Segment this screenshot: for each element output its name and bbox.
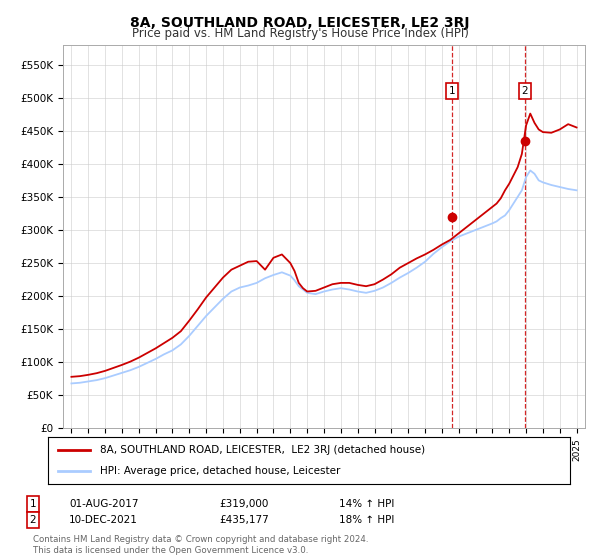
Text: 18% ↑ HPI: 18% ↑ HPI bbox=[339, 515, 394, 525]
Text: 2: 2 bbox=[522, 86, 529, 96]
Text: 10-DEC-2021: 10-DEC-2021 bbox=[69, 515, 138, 525]
Text: £319,000: £319,000 bbox=[219, 499, 268, 509]
Text: 1: 1 bbox=[449, 86, 455, 96]
Text: 14% ↑ HPI: 14% ↑ HPI bbox=[339, 499, 394, 509]
Text: £435,177: £435,177 bbox=[219, 515, 269, 525]
Text: HPI: Average price, detached house, Leicester: HPI: Average price, detached house, Leic… bbox=[100, 466, 341, 476]
Text: Contains HM Land Registry data © Crown copyright and database right 2024.
This d: Contains HM Land Registry data © Crown c… bbox=[33, 535, 368, 555]
Text: 1: 1 bbox=[29, 499, 37, 509]
Text: Price paid vs. HM Land Registry's House Price Index (HPI): Price paid vs. HM Land Registry's House … bbox=[131, 27, 469, 40]
Text: 2: 2 bbox=[29, 515, 37, 525]
Text: 8A, SOUTHLAND ROAD, LEICESTER, LE2 3RJ: 8A, SOUTHLAND ROAD, LEICESTER, LE2 3RJ bbox=[130, 16, 470, 30]
Text: 01-AUG-2017: 01-AUG-2017 bbox=[69, 499, 139, 509]
Text: 8A, SOUTHLAND ROAD, LEICESTER,  LE2 3RJ (detached house): 8A, SOUTHLAND ROAD, LEICESTER, LE2 3RJ (… bbox=[100, 445, 425, 455]
